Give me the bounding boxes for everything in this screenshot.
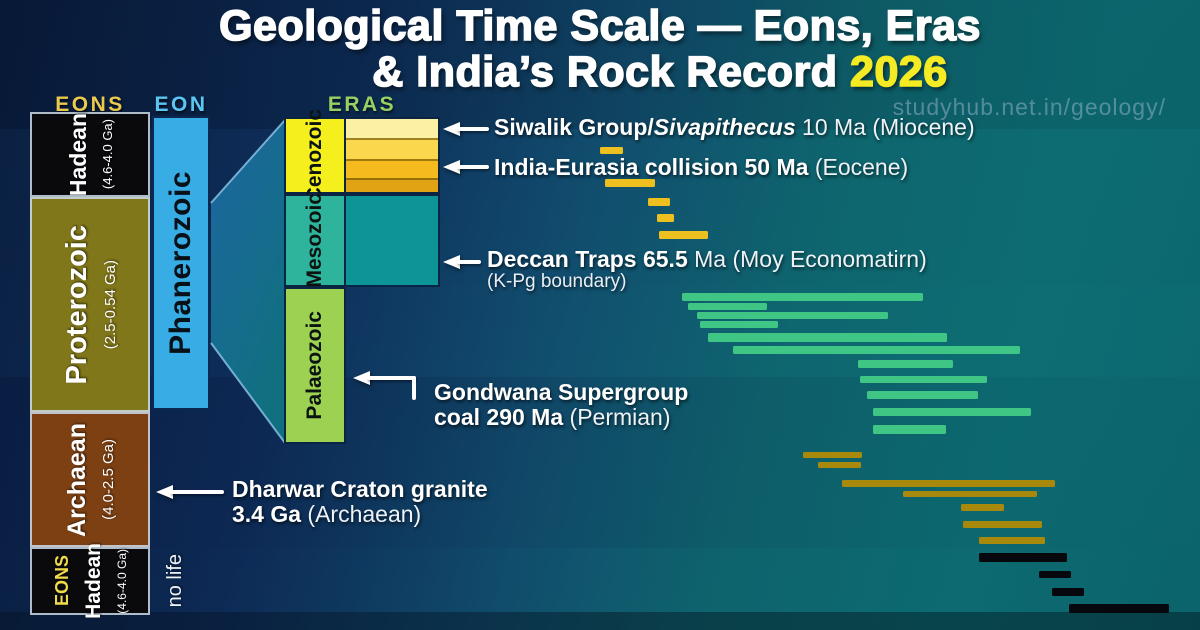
timeline-bar-yellow (600, 147, 623, 154)
eon-block-range: (4.0-2.5 Ga) (100, 439, 117, 520)
timeline-bar-orange (979, 537, 1045, 544)
annotation-text-bold: Dharwar Craton granite (232, 476, 488, 502)
timeline-bar-green (688, 303, 767, 310)
background-band-bottom (0, 612, 1200, 630)
gondwana-arrow-line (367, 376, 416, 380)
eon-block-range: (4.6-4.0 Ga) (100, 119, 115, 190)
annotation-text: (Eocene) (808, 154, 909, 180)
timeline-bar-orange (818, 462, 861, 468)
timeline-bar-black (1069, 604, 1169, 613)
title-line-2-text: & India’s Rock Record (371, 47, 851, 96)
eon-block-range: (4.6-4.0 Ga) (114, 548, 129, 614)
timeline-bar-green (860, 376, 987, 383)
watermark-url: studyhub.net.in/geology/ (892, 94, 1166, 120)
column-header-eon: EON (154, 93, 208, 116)
timeline-bar-green (700, 321, 778, 328)
title-line-1: Geological Time Scale — Eons, Eras (218, 2, 981, 50)
timeline-bar-green (708, 333, 947, 342)
eon-block-label: Hadean (81, 543, 105, 619)
eon-block-label: Archaean (63, 422, 91, 537)
era-box-palaeozoic: Palaeozoic (284, 287, 346, 444)
timeline-bar-green (867, 391, 978, 399)
zoom-fan-connector (210, 119, 286, 444)
timeline-bar-orange (961, 504, 1004, 511)
timeline-bar-orange (963, 521, 1042, 528)
deccan-arrow-line (457, 260, 481, 264)
india-collision-arrow-head (443, 160, 460, 174)
timeline-bar-green (697, 312, 888, 319)
siwalik-arrow-line (457, 127, 489, 131)
annotation-text-bold: Deccan Traps 65.5 (487, 246, 688, 272)
era-box-mesozoic: Mesozoic (284, 193, 346, 288)
annotation-deccan-traps: Deccan Traps 65.5 Ma (Moy Economatirn) (… (487, 246, 927, 293)
annotation-text-bold: coal 290 Ma (434, 404, 564, 431)
timeline-bar-yellow (605, 179, 655, 187)
eon-block-label: Hadean (65, 112, 91, 197)
timeline-bar-yellow (659, 231, 708, 239)
annotation-text: (Archaean) (301, 501, 422, 528)
gondwana-arrow-head (353, 371, 370, 385)
timeline-bar-yellow (657, 214, 674, 222)
annotation-subtext: (K-Pg boundary) (487, 271, 627, 293)
timeline-bar-black (1039, 571, 1071, 578)
gondwana-arrow-elbow (412, 376, 416, 400)
phanerozoic-label: Phanerozoic (164, 171, 197, 355)
annotation-text: (Permian) (563, 404, 671, 431)
annotation-text-italic: Sivapithecus (653, 114, 796, 140)
deccan-arrow-head (443, 255, 460, 269)
timeline-bar-black (979, 553, 1067, 562)
title-year: 2026 (849, 47, 948, 96)
annotation-dharwar: Dharwar Craton granite 3.4 Ga (Archaean) (232, 476, 488, 528)
annotation-text: Ma (Moy Economatirn) (687, 246, 927, 272)
annotation-gondwana: Gondwana Supergroup coal 290 Ma (Permian… (434, 379, 689, 431)
annotation-siwalik: Siwalik Group/Sivapithecus 10 Ma (Miocen… (494, 114, 975, 140)
cenozoic-strip-2 (346, 138, 438, 159)
timeline-bar-green (682, 293, 923, 301)
cenozoic-strip-1 (346, 119, 438, 138)
annotation-text-bold: India-Eurasia collision 50 Ma (494, 154, 809, 180)
annotation-text-bold: 3.4 Ga (232, 501, 302, 528)
era-box-cenozoic: Cenozoic (284, 109, 346, 202)
eon-block-label: Proterozoic (61, 224, 93, 385)
era-label: Cenozoic (303, 108, 326, 203)
timeline-bar-green (873, 408, 1031, 416)
cenozoic-strip-4 (346, 178, 438, 192)
no-life-label-wrap: no life (164, 550, 187, 612)
no-life-label: no life (164, 554, 186, 608)
eon-block-hadean-top: Hadean (4.6-4.0 Ga) (30, 112, 150, 197)
era-label: Palaeozoic (303, 311, 326, 420)
timeline-bar-black (1052, 588, 1084, 596)
india-collision-arrow-line (457, 165, 489, 169)
annotation-text: 10 Ma (Miocene) (795, 114, 975, 140)
timeline-bar-green (858, 360, 953, 368)
eon-block-hadean-bottom: EONS Hadean (4.6-4.0 Ga) (30, 543, 150, 619)
timeline-bar-orange (803, 452, 862, 458)
annotation-india-collision: India-Eurasia collision 50 Ma (Eocene) (494, 154, 909, 180)
mesozoic-band (344, 194, 440, 287)
eon-column-phanerozoic: Phanerozoic (152, 116, 210, 410)
eon-block-archaean: Archaean (4.0-2.5 Ga) (30, 412, 150, 547)
eon-block-proterozoic: Proterozoic (2.5-0.54 Ga) (30, 197, 150, 412)
dharwar-arrow-line (170, 490, 224, 494)
annotation-text-bold: Siwalik Group/ (494, 114, 654, 140)
timeline-bar-orange (903, 491, 1037, 497)
eon-block-prefix: EONS (51, 555, 72, 607)
title-line-2: & India’s Rock Record 2026 (120, 47, 1200, 96)
column-header-eras: ERAS (327, 93, 397, 116)
timeline-bar-yellow (648, 198, 670, 206)
siwalik-arrow-head (443, 122, 460, 136)
timeline-bar-green (733, 346, 1020, 354)
column-header-eons: EONS (55, 93, 125, 116)
cenozoic-strip-3 (346, 159, 438, 178)
timeline-bar-orange (842, 480, 1055, 487)
timeline-bar-green (873, 425, 946, 434)
era-label: Mesozoic (303, 193, 326, 288)
annotation-text-bold: Gondwana Supergroup (434, 379, 689, 405)
dharwar-arrow-head (156, 485, 173, 499)
eon-block-range: (2.5-0.54 Ga) (102, 259, 119, 350)
page-title: Geological Time Scale — Eons, Eras & Ind… (0, 2, 1200, 96)
cenozoic-subdivision-band (344, 117, 440, 194)
